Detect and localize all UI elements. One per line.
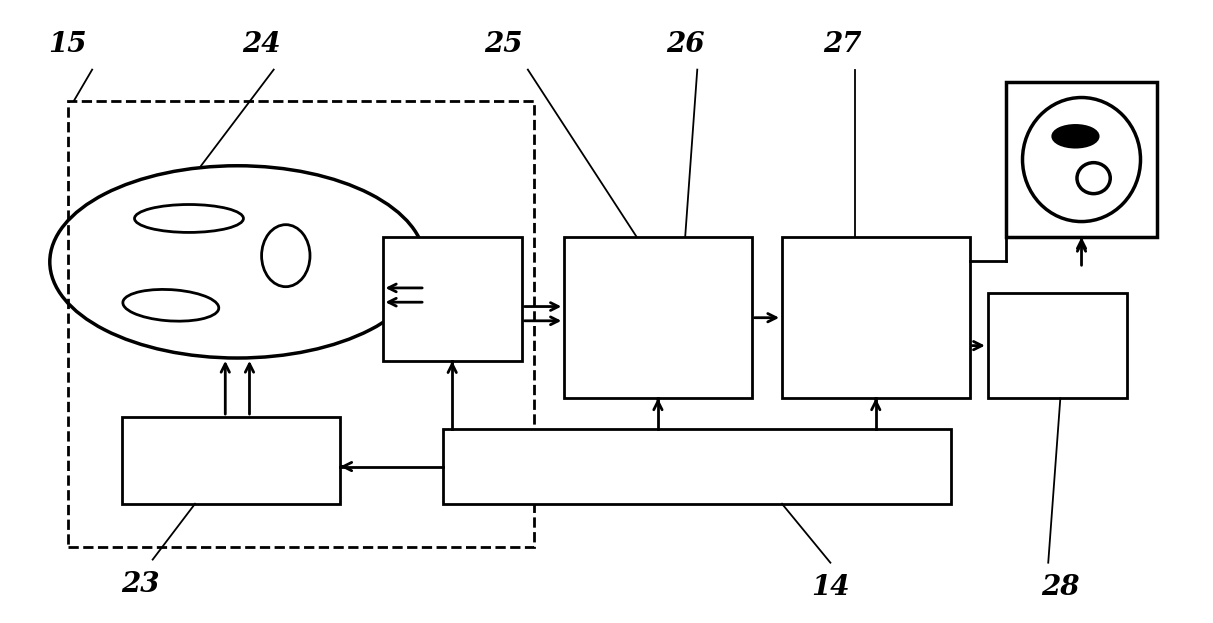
Bar <box>382 237 522 361</box>
Text: 14: 14 <box>811 574 849 601</box>
Bar <box>564 237 752 398</box>
Text: 25: 25 <box>484 31 523 59</box>
Text: 28: 28 <box>1041 574 1080 601</box>
Text: 27: 27 <box>824 31 861 59</box>
Bar <box>987 293 1127 398</box>
Text: 23: 23 <box>121 571 160 598</box>
Ellipse shape <box>1053 125 1098 147</box>
Bar <box>1006 82 1157 237</box>
Text: 26: 26 <box>666 31 705 59</box>
Bar <box>782 237 969 398</box>
Bar <box>68 101 534 547</box>
Text: 15: 15 <box>49 31 87 59</box>
Bar <box>443 429 951 504</box>
Bar <box>123 417 341 504</box>
Text: 24: 24 <box>243 31 281 59</box>
